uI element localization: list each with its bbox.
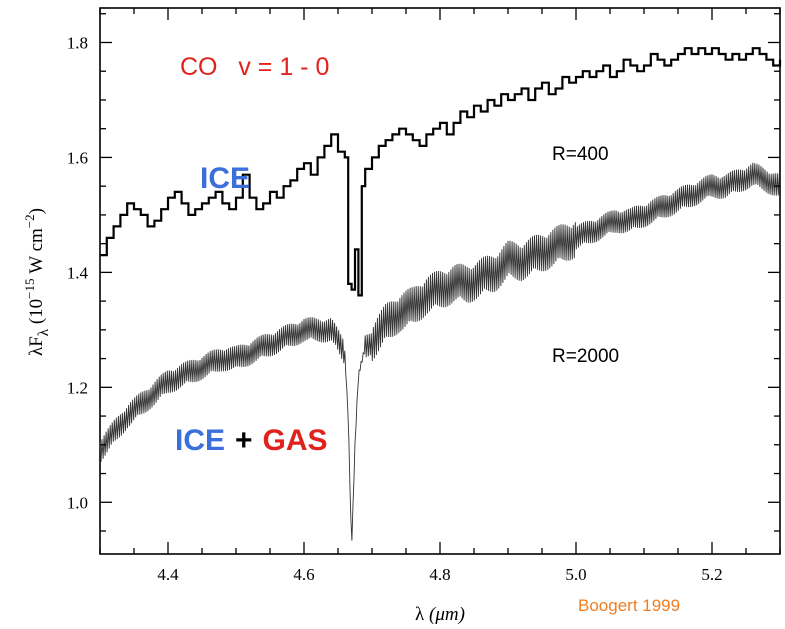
y-axis-label-exp: −15 bbox=[22, 279, 37, 299]
x-tick-label: 5.0 bbox=[565, 565, 586, 584]
y-tick-label: 1.6 bbox=[67, 148, 88, 167]
y-tick-label: 1.0 bbox=[67, 493, 88, 512]
ticks-layer: 4.4 4.6 4.8 5.0 5.2 1.0 1.2 1.4 1.6 1.8 bbox=[67, 8, 781, 584]
x-tick-label: 4.6 bbox=[293, 565, 314, 584]
y-axis-label-units-open: (10 bbox=[26, 299, 47, 329]
x-tick-label: 5.2 bbox=[701, 565, 722, 584]
y-tick-label: 1.4 bbox=[67, 263, 89, 282]
x-tick-label: 4.4 bbox=[157, 565, 179, 584]
annotation-ice-top: ICE bbox=[200, 162, 250, 195]
x-axis-label: λ (μm) bbox=[415, 604, 465, 625]
series-layer bbox=[99, 47, 782, 541]
y-axis-label-units-close: ) bbox=[26, 208, 47, 214]
y-axis-label-exp2: −2 bbox=[22, 214, 37, 228]
y-axis-label-sub: λ bbox=[36, 328, 52, 336]
annotation-gas: GAS bbox=[263, 424, 328, 457]
annotation-ice-bottom: ICE bbox=[175, 424, 225, 457]
annotation-r400: R=400 bbox=[552, 144, 609, 165]
y-tick-label: 1.8 bbox=[67, 33, 88, 52]
x-axis-label-symbol: λ bbox=[415, 604, 425, 625]
y-axis-label-main: λF bbox=[26, 336, 47, 356]
y-tick-label: 1.2 bbox=[67, 378, 88, 397]
annotation-co-band: CO v = 1 - 0 bbox=[180, 53, 329, 81]
y-axis-label-units-mid: W cm bbox=[26, 228, 47, 279]
annotation-plus: + bbox=[235, 424, 253, 457]
x-tick-label: 4.8 bbox=[429, 565, 450, 584]
credit-label: Boogert 1999 bbox=[578, 596, 680, 615]
y-axis-label: λFλ (10−15 W cm−2) bbox=[22, 208, 52, 356]
annotation-r2000: R=2000 bbox=[552, 346, 619, 367]
series-line-r400 bbox=[100, 47, 782, 297]
series-line-r2000 bbox=[99, 162, 780, 541]
annotation-ice-gas: ICE + GAS bbox=[175, 424, 328, 457]
x-axis-label-units: (μm) bbox=[424, 604, 465, 625]
